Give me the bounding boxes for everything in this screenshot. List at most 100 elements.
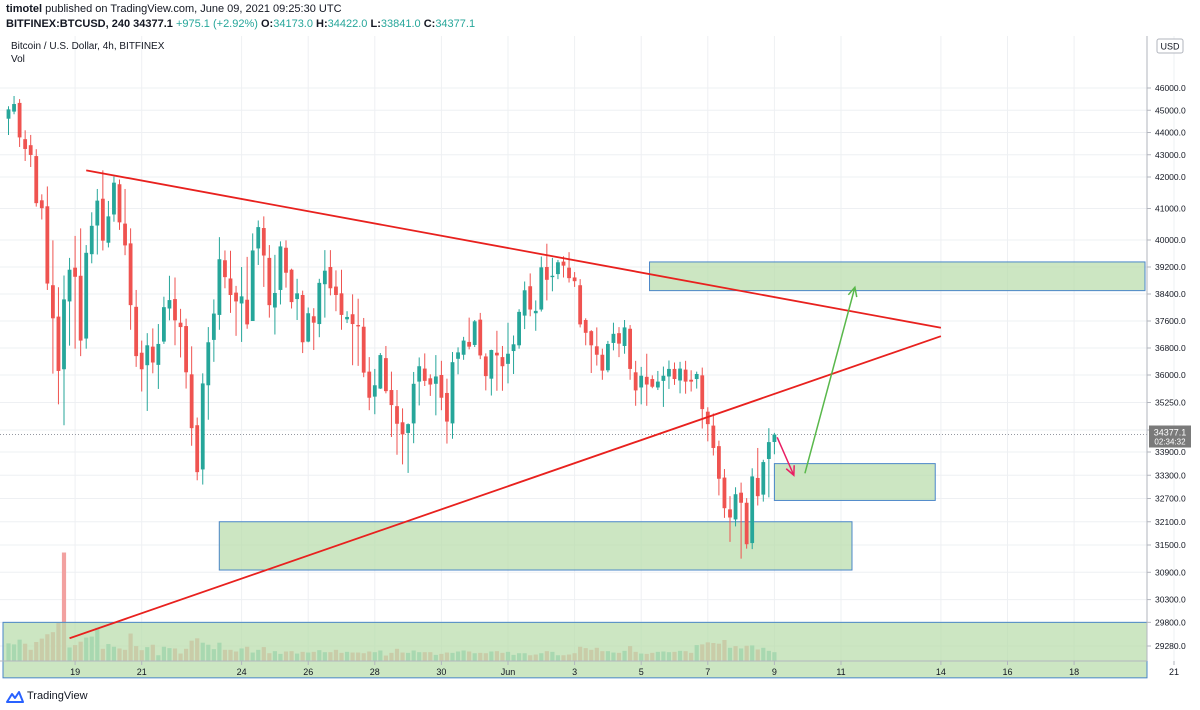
candle-body xyxy=(250,250,255,321)
candle-body xyxy=(134,306,139,357)
candle-body xyxy=(539,267,544,310)
y-tick-label: 38400.0 xyxy=(1155,289,1186,299)
candle-body xyxy=(500,357,505,367)
candle-body xyxy=(173,299,177,321)
candle-body xyxy=(739,492,743,503)
y-tick-label: 30300.0 xyxy=(1155,595,1186,605)
candle-body xyxy=(256,227,261,249)
candle-body xyxy=(594,346,599,355)
open-label: O: xyxy=(260,18,274,30)
candle-body xyxy=(467,341,472,347)
y-axis-ticks[interactable]: 46000.0 45000.0 44000.0 43000.0 42000.0 41000… xyxy=(1147,83,1186,651)
candle-body xyxy=(650,379,655,387)
author-name[interactable]: timotel xyxy=(6,3,43,15)
symbol-label: BITFINEX:BTCUSD, 240 xyxy=(6,18,131,30)
candle-body xyxy=(67,269,72,302)
candle-body xyxy=(184,326,188,373)
candle-body xyxy=(761,462,766,495)
candle-body xyxy=(200,383,205,470)
candle-body xyxy=(306,313,311,342)
trendline xyxy=(69,335,942,640)
price-change: +975.1 (+2.92%) xyxy=(175,18,258,30)
low-value: 33841.0 xyxy=(380,18,421,30)
candle-body xyxy=(28,145,33,155)
candle-body xyxy=(95,200,100,226)
y-tick-label: 45000.0 xyxy=(1155,105,1186,115)
candles xyxy=(6,96,777,559)
trendline xyxy=(86,169,942,329)
low-label: L: xyxy=(370,18,381,30)
y-tick-label: 29280.0 xyxy=(1155,641,1186,651)
symbol-line: BITFINEX:BTCUSD, 240 34377.1 +975.1 (+2.… xyxy=(6,18,475,30)
candle-body xyxy=(361,326,366,373)
volume-legend: Vol xyxy=(11,54,25,65)
candle-body xyxy=(433,376,438,384)
y-tick-label: 32700.0 xyxy=(1155,494,1186,504)
drawings xyxy=(69,169,942,640)
x-tick-label: Jun xyxy=(501,667,516,677)
currency-badge[interactable]: USD xyxy=(1156,38,1184,54)
candle-body xyxy=(339,293,344,315)
candle-body xyxy=(600,354,605,371)
y-tick-label: 36800.0 xyxy=(1155,343,1186,353)
candle-body xyxy=(195,425,200,473)
candle-body xyxy=(661,375,666,381)
candle-body xyxy=(755,477,760,497)
candle-body xyxy=(772,434,777,442)
candle-body xyxy=(317,282,322,325)
candle-body xyxy=(178,322,183,328)
candle-body xyxy=(517,311,521,346)
candle-body xyxy=(100,198,105,241)
x-tick-label: 26 xyxy=(303,667,313,677)
candle-body xyxy=(506,353,510,364)
x-tick-label: 7 xyxy=(705,667,710,677)
x-tick-label: 14 xyxy=(936,667,946,677)
candle-body xyxy=(495,352,499,356)
candle-body xyxy=(12,104,16,112)
candle-body xyxy=(123,223,127,246)
volume-bar xyxy=(61,552,67,661)
candle-body xyxy=(89,225,94,255)
candle-body xyxy=(322,270,327,285)
y-tick-label: 29800.0 xyxy=(1155,617,1186,627)
candle-body xyxy=(261,228,266,256)
y-tick-label: 42000.0 xyxy=(1155,172,1186,182)
candle-body xyxy=(572,277,577,282)
candle-body xyxy=(23,139,28,149)
x-tick-label: 18 xyxy=(1069,667,1079,677)
x-tick-label: 5 xyxy=(639,667,644,677)
x-tick-label: 28 xyxy=(370,667,380,677)
last-price: 34377.1 xyxy=(133,18,173,30)
candle-body xyxy=(228,278,233,296)
candle-body xyxy=(395,406,399,424)
candle-body xyxy=(367,371,372,398)
x-axis-ticks[interactable]: 19 21 24 26 28 30 Jun 3 5 7 9 11 14 16 18 21 xyxy=(70,661,1179,677)
candle-body xyxy=(478,319,483,356)
y-tick-label: 36000.0 xyxy=(1155,370,1186,380)
price-chart[interactable]: 46000.0 45000.0 44000.0 43000.0 42000.0 41000… xyxy=(0,36,1200,686)
open-value: 34173.0 xyxy=(273,18,313,30)
candle-body xyxy=(678,368,682,381)
candle-body xyxy=(744,502,749,545)
candle-body xyxy=(583,319,588,333)
candle-body xyxy=(378,355,383,389)
tradingview-brand[interactable]: TradingView xyxy=(27,690,88,702)
zone-rect xyxy=(773,463,936,501)
close-value: 34377.1 xyxy=(435,18,476,30)
candle-body xyxy=(150,346,155,363)
candle-body xyxy=(655,381,660,388)
candle-body xyxy=(189,374,194,429)
publish-header: timotel published on TradingView.com, Ju… xyxy=(0,0,1200,36)
tradingview-logo-icon[interactable] xyxy=(6,690,24,704)
candle-body xyxy=(750,476,755,544)
current-price-label: 34377.1 02:34:32 xyxy=(1149,425,1191,448)
candle-body xyxy=(278,246,283,290)
candle-body xyxy=(489,350,494,379)
zone-rect xyxy=(2,621,1148,679)
candle-body xyxy=(45,206,50,284)
candle-body xyxy=(456,352,460,359)
candle-body xyxy=(206,342,211,386)
candle-body xyxy=(167,300,172,309)
candle-body xyxy=(350,314,355,325)
candle-body xyxy=(217,259,222,315)
